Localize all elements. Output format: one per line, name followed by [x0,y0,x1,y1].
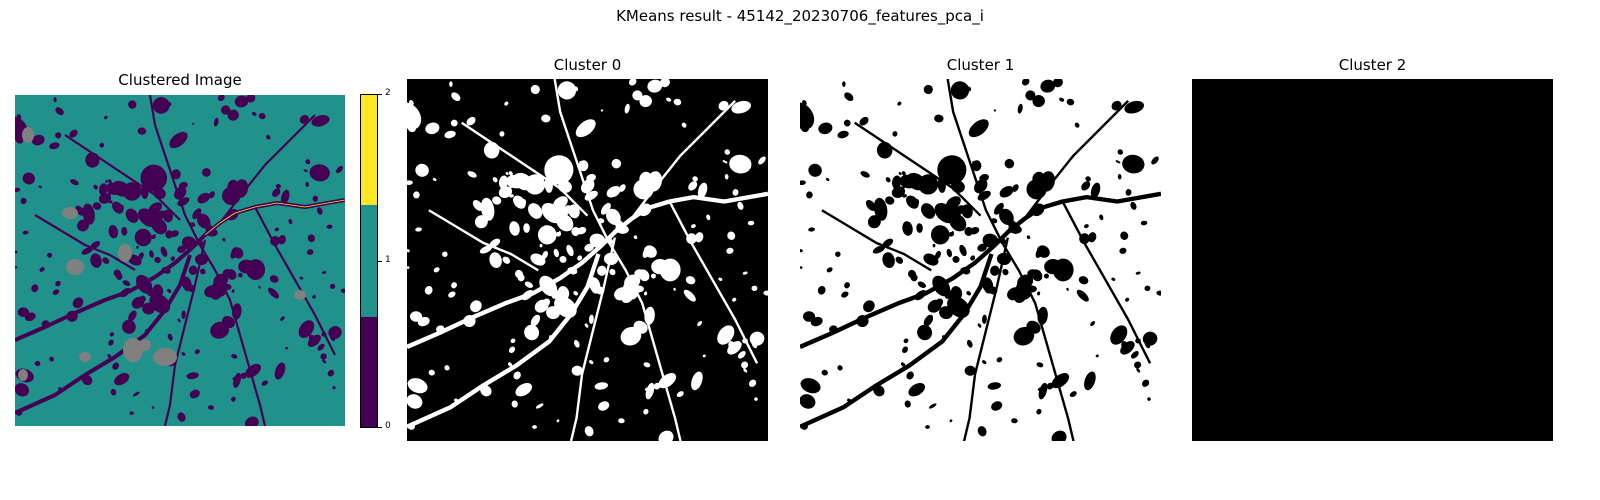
cluster-1-mask [800,79,1161,441]
cluster-2-title: Cluster 2 [1338,56,1407,74]
clustered-image-title: Clustered Image [118,71,242,89]
colorbar-level-1 [361,205,377,317]
colorbar-tick-0 [378,427,382,428]
cluster-0-title: Cluster 0 [553,56,622,74]
figure-title: KMeans result - 45142_20230706_features_… [616,7,984,25]
cluster-2-mask [1192,79,1553,441]
cluster-1-title: Cluster 1 [946,56,1015,74]
clustered-image-map [15,95,345,426]
colorbar-ticklabel-1: 1 [385,255,391,265]
colorbar [360,94,378,428]
colorbar-level-0 [361,317,377,427]
colorbar-level-2 [361,95,377,205]
colorbar-tick-2 [378,94,382,95]
cluster-0-mask [407,79,768,441]
colorbar-tick-1 [378,261,382,262]
colorbar-ticklabel-0: 0 [385,421,391,431]
colorbar-ticklabel-2: 2 [385,88,391,98]
